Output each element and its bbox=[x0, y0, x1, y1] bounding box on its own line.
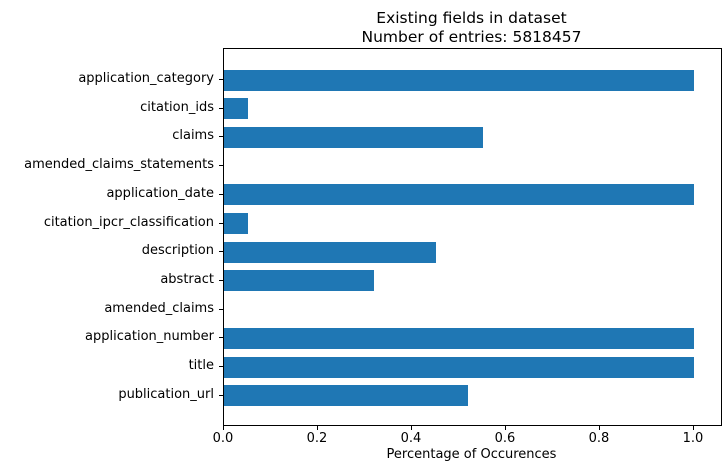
y-tick-label: application_category bbox=[78, 71, 214, 86]
chart-title: Existing fields in dataset Number of ent… bbox=[223, 9, 720, 47]
y-tick-mark bbox=[219, 394, 223, 396]
y-tick-label: claims bbox=[172, 128, 214, 144]
y-tick-mark bbox=[219, 79, 223, 80]
x-tick-mark bbox=[505, 426, 506, 430]
x-tick-mark bbox=[599, 426, 600, 430]
plot-area bbox=[223, 48, 722, 426]
chart-title-line2: Number of entries: 5818457 bbox=[361, 28, 582, 46]
y-tick-mark bbox=[219, 165, 223, 167]
x-tick-label: 0.8 bbox=[588, 431, 610, 446]
chart-title-line1: Existing fields in dataset bbox=[376, 9, 567, 27]
x-tick-label: 0.0 bbox=[212, 431, 234, 446]
y-tick-mark bbox=[219, 107, 223, 109]
bar-citation_ids bbox=[224, 98, 248, 120]
y-tick-mark bbox=[219, 193, 223, 195]
x-tick-mark bbox=[317, 426, 318, 430]
y-tick-mark bbox=[219, 222, 223, 224]
y-tick-label: title bbox=[188, 358, 214, 373]
bar-application_number bbox=[224, 327, 694, 349]
y-tick-label: publication_url bbox=[118, 386, 214, 402]
y-tick-mark bbox=[219, 337, 223, 339]
bar-publication_url bbox=[224, 385, 468, 407]
x-tick-mark bbox=[223, 426, 224, 430]
bar-application_category bbox=[224, 69, 694, 91]
y-tick-label: application_date bbox=[106, 185, 214, 201]
x-tick-label: 0.6 bbox=[494, 431, 516, 446]
x-tick-label: 0.2 bbox=[306, 431, 328, 446]
y-tick-label: amended_claims bbox=[104, 300, 214, 316]
y-tick-label: amended_claims_statements bbox=[24, 157, 214, 173]
y-tick-mark bbox=[219, 308, 223, 310]
y-tick-mark bbox=[219, 251, 223, 253]
y-tick-label: application_number bbox=[85, 329, 214, 345]
y-tick-label: description bbox=[141, 243, 214, 259]
y-tick-mark bbox=[219, 136, 223, 138]
bar-description bbox=[224, 241, 436, 263]
y-tick-label: citation_ids bbox=[140, 99, 214, 115]
bar-title bbox=[224, 356, 694, 378]
y-tick-label: citation_ipcr_classification bbox=[43, 214, 214, 230]
bar-application_date bbox=[224, 184, 694, 206]
x-tick-label: 0.4 bbox=[400, 431, 422, 446]
bar-claims bbox=[224, 126, 483, 148]
y-tick-mark bbox=[219, 279, 223, 281]
x-tick-label: 1.0 bbox=[682, 431, 704, 446]
bar-abstract bbox=[224, 270, 374, 292]
y-tick-mark bbox=[219, 366, 223, 367]
x-tick-mark bbox=[411, 426, 412, 430]
bar-citation_ipcr_classification bbox=[224, 213, 248, 234]
y-tick-label: abstract bbox=[160, 271, 214, 287]
x-axis-label: Percentage of Occurences bbox=[386, 447, 557, 462]
x-tick-mark bbox=[693, 426, 694, 430]
